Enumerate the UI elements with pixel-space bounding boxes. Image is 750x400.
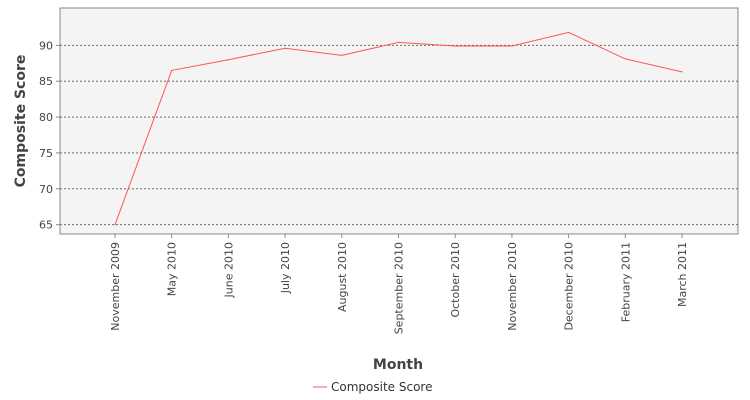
data-point (227, 59, 229, 61)
y-axis-ticks: 65 70 75 80 85 90 (39, 39, 60, 232)
y-tick-label: 75 (39, 147, 53, 160)
x-tick-label: February 2011 (619, 242, 632, 322)
data-point (454, 45, 456, 47)
y-tick-label: 90 (39, 39, 53, 52)
x-tick-label: October 2010 (449, 242, 462, 318)
x-tick-label: March 2011 (676, 242, 689, 307)
data-point (511, 45, 513, 47)
data-point (341, 54, 343, 56)
x-tick-label: November 2009 (109, 242, 122, 331)
data-point (624, 58, 626, 60)
gridlines (60, 44, 738, 226)
x-tick-label: July 2010 (279, 242, 292, 294)
data-point (397, 41, 400, 44)
legend: Composite Score (313, 380, 432, 394)
x-tick-label: November 2010 (506, 242, 519, 331)
x-tick-label: December 2010 (563, 242, 576, 331)
x-tick-label: September 2010 (393, 242, 406, 334)
data-point (114, 224, 116, 226)
x-axis-ticks: November 2009 May 2010 June 2010 July 2010 A… (109, 234, 689, 334)
x-tick-label: May 2010 (166, 242, 179, 296)
data-point (568, 31, 570, 33)
legend-label: Composite Score (331, 380, 432, 394)
data-point (681, 71, 683, 73)
y-axis-title: Composite Score (13, 55, 29, 188)
y-tick-label: 85 (39, 75, 53, 88)
y-tick-label: 65 (39, 219, 53, 232)
plot-area (59, 7, 739, 235)
y-tick-label: 80 (39, 111, 53, 124)
x-tick-label: June 2010 (222, 242, 235, 298)
data-point (284, 47, 286, 49)
y-tick-label: 70 (39, 183, 53, 196)
x-axis-title: Month (373, 357, 423, 373)
data-point (171, 69, 173, 72)
x-tick-label: August 2010 (336, 242, 349, 312)
series-layer (114, 31, 683, 226)
